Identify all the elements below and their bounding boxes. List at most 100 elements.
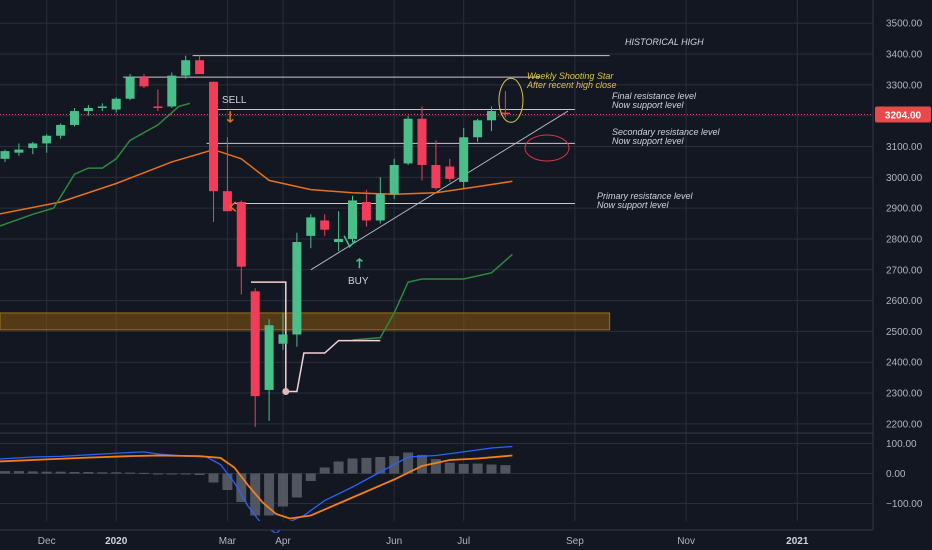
secondary-resistance-label: Secondary resistance level xyxy=(612,127,721,137)
primary-support-label: Now support level xyxy=(597,200,670,210)
candle[interactable] xyxy=(153,106,163,108)
y-tick-label: 2900.00 xyxy=(886,204,923,215)
candle[interactable] xyxy=(167,75,177,107)
candle[interactable] xyxy=(403,118,413,164)
candles[interactable] xyxy=(0,55,510,427)
candle[interactable] xyxy=(389,164,399,195)
macd-pane xyxy=(0,445,932,550)
macd-y-tick-label: 0.00 xyxy=(886,469,906,480)
candle[interactable] xyxy=(70,111,79,125)
sell-arrow xyxy=(226,111,234,123)
macd-histogram-bar xyxy=(333,461,344,474)
x-tick-label: Jun xyxy=(386,536,402,547)
green-moving-average-2 xyxy=(352,253,513,341)
candle[interactable] xyxy=(361,201,371,221)
macd-histogram-bar xyxy=(319,467,330,474)
x-tick-label: Mar xyxy=(219,536,237,547)
candle[interactable] xyxy=(111,98,121,110)
indicator-lines xyxy=(0,102,513,395)
last-price-label: 3204.00 xyxy=(885,110,922,121)
y-tick-label: 3300.00 xyxy=(886,80,923,91)
candle[interactable] xyxy=(320,220,330,230)
macd-signal-line xyxy=(0,454,513,520)
y-tick-label: 2800.00 xyxy=(886,234,923,245)
macd-histogram-bar xyxy=(417,454,427,474)
candle[interactable] xyxy=(125,77,135,99)
candle[interactable] xyxy=(222,191,232,212)
trailing-stop-line xyxy=(251,281,381,393)
candle[interactable] xyxy=(334,238,344,243)
final-resistance-label: Final resistance level xyxy=(612,91,697,101)
macd-histogram-bar xyxy=(69,472,80,474)
sell-label: SELL xyxy=(222,95,247,106)
macd-histogram-bar xyxy=(236,473,247,502)
candle[interactable] xyxy=(473,120,483,138)
candle[interactable] xyxy=(375,194,385,221)
macd-histogram-bar xyxy=(208,473,219,483)
x-tick-label: Jul xyxy=(457,536,470,547)
candle[interactable] xyxy=(97,106,107,108)
x-tick-label: Sep xyxy=(566,536,584,547)
y-tick-label: 2700.00 xyxy=(886,265,923,276)
macd-histogram-bar xyxy=(500,465,511,474)
macd-histogram-bar xyxy=(361,457,372,474)
candle[interactable] xyxy=(264,325,274,390)
candle[interactable] xyxy=(292,242,302,335)
candle[interactable] xyxy=(0,151,10,159)
macd-histogram-bar xyxy=(125,472,136,474)
candle[interactable] xyxy=(236,201,246,267)
macd-histogram-bar xyxy=(222,473,233,490)
support-zone xyxy=(0,312,611,331)
candle[interactable] xyxy=(459,137,469,182)
macd-histogram-bar xyxy=(0,471,10,474)
shooting-star-ellipse xyxy=(498,77,524,123)
candle[interactable] xyxy=(139,77,149,87)
candle[interactable] xyxy=(42,135,52,144)
candle[interactable] xyxy=(181,60,191,76)
y-tick-label: 2500.00 xyxy=(886,327,923,338)
candle[interactable] xyxy=(195,60,205,75)
macd-y-tick-label: −100.00 xyxy=(886,499,923,510)
shooting-star-label-2: After recent high close xyxy=(526,80,617,90)
y-tick-label: 2300.00 xyxy=(886,389,923,400)
macd-histogram-bar xyxy=(486,464,497,474)
candle[interactable] xyxy=(14,149,24,153)
candle[interactable] xyxy=(278,334,288,344)
macd-histogram-bar xyxy=(403,452,414,474)
candle[interactable] xyxy=(445,166,455,179)
x-tick-label: Apr xyxy=(275,536,291,547)
candle[interactable] xyxy=(487,111,496,121)
candle[interactable] xyxy=(209,81,218,192)
macd-histogram-bar xyxy=(444,462,455,474)
macd-histogram-bar xyxy=(375,457,386,474)
sell-marker xyxy=(229,201,237,212)
buy-arrow xyxy=(355,258,363,269)
macd-histogram-bar xyxy=(472,463,483,474)
candle[interactable] xyxy=(56,124,66,136)
macd-histogram-bar xyxy=(458,463,469,474)
x-axis-background xyxy=(0,533,932,550)
candle[interactable] xyxy=(500,112,510,115)
last-price-badge xyxy=(875,106,931,123)
x-tick-label: 2021 xyxy=(786,536,809,547)
candle[interactable] xyxy=(28,143,38,149)
macd-histogram-bar xyxy=(97,472,108,474)
candle[interactable] xyxy=(431,164,441,189)
macd-histogram-bar xyxy=(347,458,358,474)
macd-pane-mask xyxy=(0,521,873,530)
candle[interactable] xyxy=(417,118,427,165)
candle[interactable] xyxy=(250,291,260,397)
macd-histogram-bar xyxy=(152,473,163,475)
candle[interactable] xyxy=(306,217,316,236)
macd-histogram-bar xyxy=(13,471,24,474)
macd-histogram-bar xyxy=(291,473,302,498)
x-tick-label: 2020 xyxy=(105,536,128,547)
macd-histogram-bar xyxy=(83,472,94,474)
y-tick-label: 2600.00 xyxy=(886,296,923,307)
candle[interactable] xyxy=(348,200,357,239)
macd-histogram-bar xyxy=(55,471,66,474)
candle[interactable] xyxy=(83,107,93,112)
y-tick-label: 3100.00 xyxy=(886,142,923,153)
y-tick-label: 2200.00 xyxy=(886,419,923,430)
